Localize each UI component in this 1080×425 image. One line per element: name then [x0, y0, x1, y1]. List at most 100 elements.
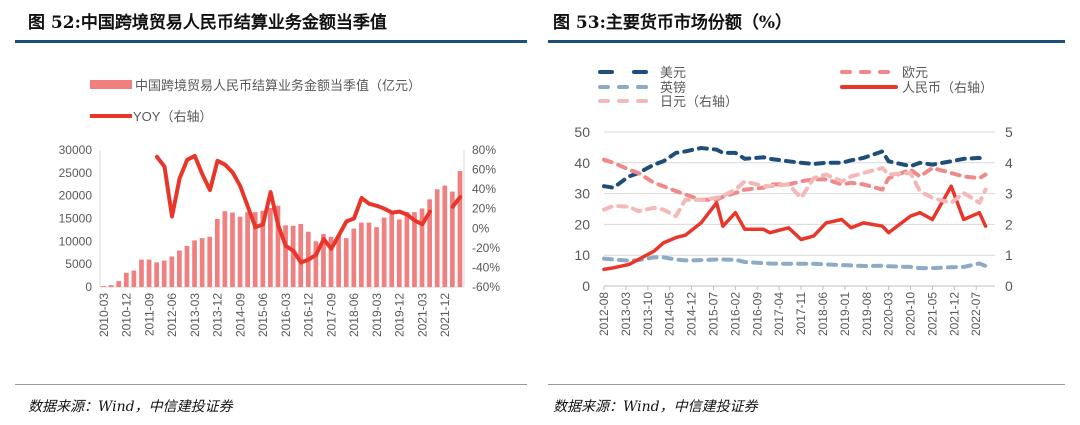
left-y-tick: 15000: [59, 212, 93, 226]
right-source: 数据来源：Wind，中信建投证券: [553, 399, 758, 415]
x-tick-label: 2013-10: [641, 292, 655, 336]
bar: [359, 222, 364, 287]
x-tick-label: 2022-07: [969, 292, 983, 336]
left-y-tick: 0: [85, 280, 92, 294]
x-tick-label: 2021-12: [947, 292, 961, 336]
bar: [108, 285, 114, 287]
bar: [427, 199, 432, 287]
legend-yoy-label: YOY（右轴）: [133, 109, 212, 124]
x-tick-label: 2019-01: [838, 292, 852, 336]
x-tick-label: 2016-03: [279, 293, 293, 337]
x-tick-label: 2021-12: [438, 293, 452, 337]
left-y-tick: 10000: [59, 234, 93, 248]
bar: [366, 222, 372, 287]
right-y-tick: 80%: [472, 143, 496, 157]
bar: [252, 212, 258, 287]
left-y-tick: 10: [574, 247, 590, 263]
bar: [389, 213, 395, 287]
bar: [434, 189, 440, 287]
right-y-tick: -60%: [472, 280, 500, 294]
x-tick-label: 2012-06: [165, 293, 179, 337]
left-bottom-rule: [15, 384, 527, 385]
x-tick-label: 2019-03: [370, 293, 384, 337]
x-tick-label: 2016-02: [728, 292, 742, 336]
left-y-tick: 40: [574, 155, 590, 171]
left-y-tick: 20: [574, 216, 590, 232]
x-tick-label: 2018-06: [347, 293, 361, 337]
bar: [336, 235, 341, 287]
left-title-rule: [15, 40, 527, 43]
x-tick-label: 2017-09: [324, 293, 338, 337]
right-bottom-rule: [548, 384, 1065, 385]
right-title-rule: [548, 40, 1065, 43]
right-y-tick: 20%: [472, 202, 496, 216]
left-source: 数据来源：Wind，中信建投证券: [28, 399, 233, 415]
x-tick-label: 2013-03: [188, 293, 202, 337]
bar: [154, 262, 159, 287]
bar: [343, 238, 349, 287]
right-chart-title: 图 53:主要货币市场份额（%）: [553, 13, 793, 33]
x-tick-label: 2014-09: [233, 293, 247, 337]
right-y-tick: 2: [1005, 216, 1013, 232]
bar: [131, 270, 137, 287]
right-y-tick: -40%: [472, 260, 500, 274]
bar: [298, 223, 304, 287]
bar: [177, 250, 182, 287]
x-tick-label: 2013-12: [211, 293, 225, 337]
x-tick-label: 2016-09: [750, 292, 764, 336]
series-line-4: [602, 166, 988, 219]
right-y-tick: 0: [1005, 278, 1013, 294]
right-y-tick: 40%: [472, 182, 496, 196]
bar: [116, 281, 122, 287]
x-tick-label: 2018-06: [816, 292, 830, 336]
left-y-tick: 30000: [59, 143, 93, 157]
right-y-tick: 0%: [472, 221, 490, 235]
bar: [351, 228, 357, 287]
x-tick-label: 2010-12: [120, 293, 134, 337]
left-y-tick: 30: [574, 186, 590, 202]
bar: [139, 259, 144, 287]
series-line-3: [602, 184, 988, 272]
bar: [404, 212, 410, 287]
x-tick-label: 2011-09: [142, 293, 156, 336]
legend-bar-label: 中国跨境贸易人民币结算业务金额当季值（亿元）: [135, 78, 421, 93]
x-tick-label: 2021-03: [415, 293, 429, 337]
left-y-tick: 0: [582, 278, 590, 294]
bar: [230, 212, 235, 287]
bar: [169, 256, 175, 287]
bar: [283, 225, 288, 287]
x-tick-label: 2013-03: [619, 292, 633, 336]
x-tick-label: 2017-11: [794, 292, 808, 335]
x-tick-label: 2014-12: [685, 292, 699, 336]
x-tick-label: 2020-03: [882, 292, 896, 336]
bar: [396, 219, 402, 287]
legend-label-3: 人民币（右轴）: [902, 80, 993, 95]
bar: [192, 240, 197, 287]
yoy-line: [154, 153, 463, 265]
legend-label-0: 美元: [660, 65, 686, 80]
legend-bar-swatch: [90, 80, 132, 89]
x-tick-label: 2019-12: [393, 293, 407, 337]
series-line-2: [602, 255, 988, 271]
bar: [123, 272, 129, 287]
right-y-tick: 60%: [472, 163, 496, 177]
x-tick-label: 2017-04: [772, 292, 786, 336]
bar: [450, 191, 455, 287]
right-y-tick: 5: [1005, 124, 1013, 140]
x-tick-label: 2015-06: [256, 293, 270, 337]
bar: [419, 208, 425, 287]
x-tick-label: 2012-08: [597, 292, 611, 336]
bar: [214, 218, 220, 287]
bar: [268, 207, 273, 287]
series-line-0: [602, 146, 988, 190]
legend-label-1: 欧元: [902, 65, 928, 80]
right-y-tick: -20%: [472, 241, 500, 255]
x-tick-label: 2010-03: [97, 293, 111, 337]
left-y-tick: 5000: [65, 257, 92, 271]
left-y-tick: 50: [574, 124, 590, 140]
bar: [101, 286, 106, 287]
left-y-tick: 25000: [59, 166, 93, 180]
bar: [275, 205, 281, 287]
left-chart-title: 图 52:中国跨境贸易人民币结算业务金额当季值: [28, 13, 387, 33]
